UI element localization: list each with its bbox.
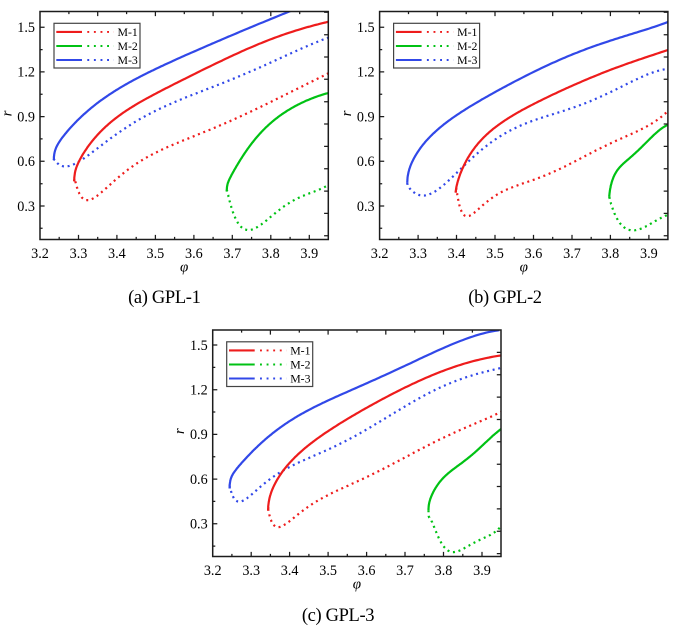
svg-text:0.3: 0.3 — [190, 517, 208, 533]
svg-text:3.4: 3.4 — [448, 246, 466, 262]
svg-text:φ: φ — [520, 260, 528, 276]
svg-text:1.5: 1.5 — [357, 20, 375, 36]
svg-text:3.2: 3.2 — [371, 246, 389, 262]
svg-text:M-2: M-2 — [290, 358, 310, 372]
svg-text:1.2: 1.2 — [190, 383, 208, 399]
svg-text:0.6: 0.6 — [357, 154, 375, 170]
svg-text:M-3: M-3 — [118, 53, 138, 67]
svg-text:3.7: 3.7 — [396, 563, 414, 579]
svg-text:1.2: 1.2 — [17, 65, 35, 81]
svg-text:0.6: 0.6 — [17, 154, 35, 170]
svg-text:3.3: 3.3 — [242, 563, 260, 579]
svg-text:r: r — [172, 428, 188, 434]
svg-text:3.4: 3.4 — [281, 563, 299, 579]
svg-text:3.5: 3.5 — [147, 246, 165, 262]
svg-text:0.6: 0.6 — [190, 472, 208, 488]
svg-text:0.9: 0.9 — [17, 109, 35, 125]
svg-text:φ: φ — [353, 577, 361, 593]
svg-text:M-3: M-3 — [290, 372, 310, 386]
svg-text:3.3: 3.3 — [70, 246, 88, 262]
svg-text:3.8: 3.8 — [435, 563, 453, 579]
svg-text:3.7: 3.7 — [223, 246, 241, 262]
svg-text:M-1: M-1 — [118, 25, 138, 39]
svg-text:(c) GPL-3: (c) GPL-3 — [302, 606, 374, 626]
svg-text:1.5: 1.5 — [17, 20, 35, 36]
svg-text:0.3: 0.3 — [17, 199, 35, 215]
svg-text:(a) GPL-1: (a) GPL-1 — [128, 288, 200, 308]
svg-text:3.6: 3.6 — [358, 563, 376, 579]
svg-text:M-2: M-2 — [457, 39, 477, 53]
svg-text:3.5: 3.5 — [486, 246, 504, 262]
svg-text:3.3: 3.3 — [409, 246, 427, 262]
svg-text:3.6: 3.6 — [185, 246, 203, 262]
svg-text:3.2: 3.2 — [31, 246, 49, 262]
svg-text:(b) GPL-2: (b) GPL-2 — [468, 288, 542, 308]
svg-text:M-2: M-2 — [118, 39, 138, 53]
svg-text:3.7: 3.7 — [563, 246, 581, 262]
svg-text:3.4: 3.4 — [108, 246, 126, 262]
svg-text:r: r — [0, 110, 16, 116]
svg-text:0.9: 0.9 — [357, 109, 375, 125]
svg-text:3.8: 3.8 — [262, 246, 280, 262]
svg-text:M-1: M-1 — [457, 25, 477, 39]
svg-text:r: r — [339, 110, 355, 116]
svg-text:3.5: 3.5 — [319, 563, 337, 579]
svg-text:3.9: 3.9 — [640, 246, 658, 262]
svg-text:M-3: M-3 — [457, 53, 477, 67]
svg-text:3.8: 3.8 — [602, 246, 620, 262]
svg-text:3.9: 3.9 — [300, 246, 318, 262]
svg-text:0.3: 0.3 — [357, 199, 375, 215]
svg-text:φ: φ — [180, 260, 188, 276]
svg-text:3.6: 3.6 — [525, 246, 543, 262]
svg-text:M-1: M-1 — [290, 344, 310, 358]
svg-text:3.9: 3.9 — [473, 563, 491, 579]
svg-text:3.2: 3.2 — [204, 563, 222, 579]
svg-text:1.2: 1.2 — [357, 65, 375, 81]
svg-text:0.9: 0.9 — [190, 427, 208, 443]
svg-text:1.5: 1.5 — [190, 338, 208, 354]
